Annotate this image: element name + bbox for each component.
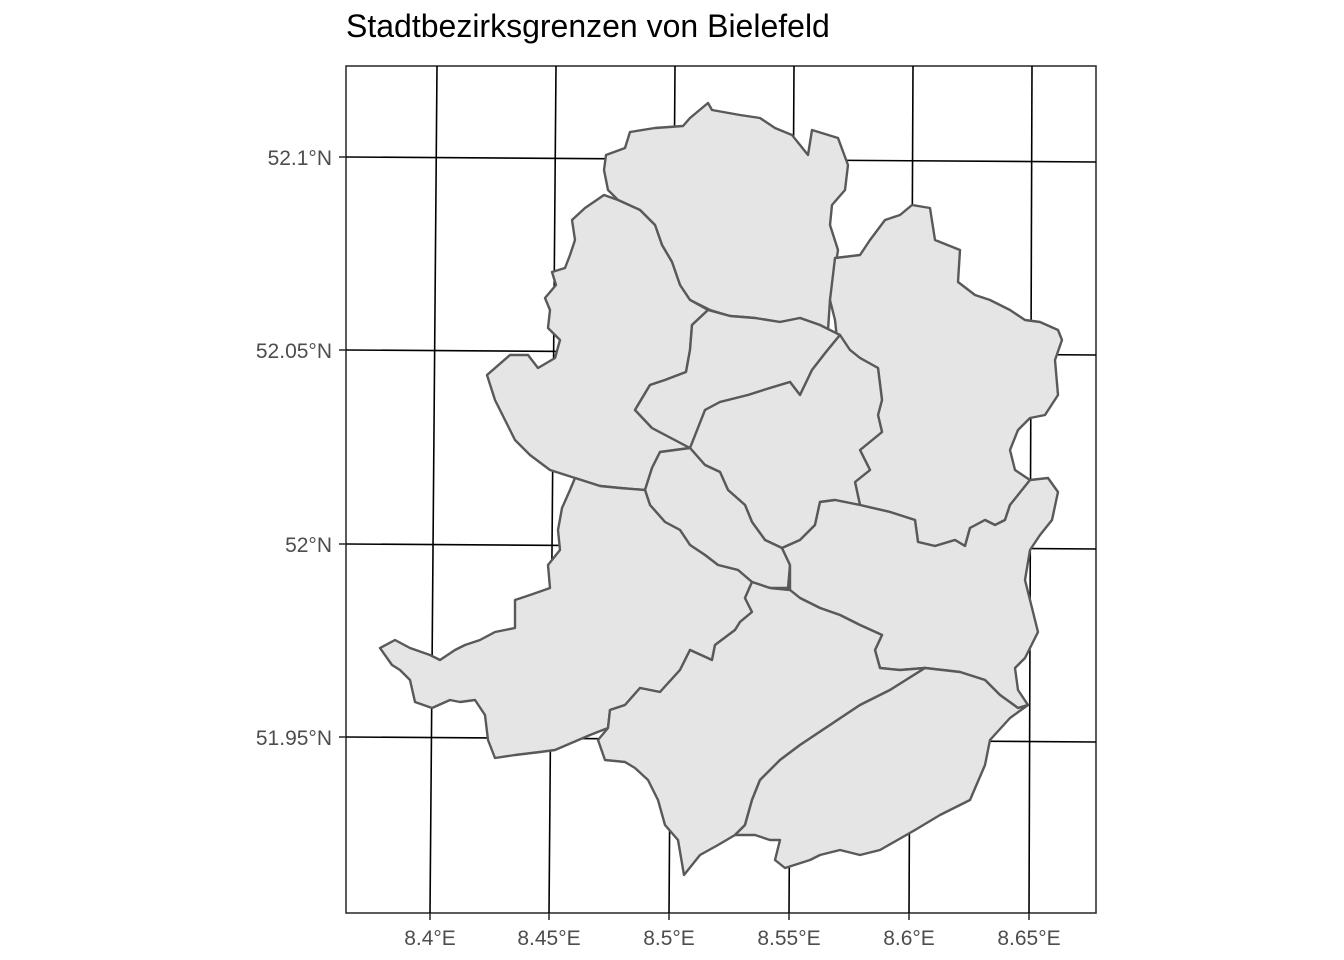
y-tick-label: 51.95°N — [256, 727, 332, 750]
y-tick-label: 52.05°N — [256, 340, 332, 363]
x-tick-label: 8.4°E — [404, 927, 456, 950]
district-west[interactable] — [378, 476, 754, 760]
y-axis: 52.1°N 52.05°N 52°N 51.95°N — [256, 147, 346, 750]
meridian-8-40 — [429, 65, 438, 914]
x-tick-label: 8.6°E — [883, 927, 935, 950]
y-tick-label: 52.1°N — [268, 147, 332, 170]
meridian-8-45 — [548, 65, 557, 914]
x-tick-label: 8.45°E — [517, 927, 580, 950]
x-tick-label: 8.65°E — [997, 927, 1060, 950]
map-title: Stadtbezirksgrenzen von Bielefeld — [346, 8, 830, 44]
districts — [378, 101, 1064, 877]
district-southeast[interactable] — [733, 666, 1030, 870]
x-tick-label: 8.55°E — [757, 927, 820, 950]
x-axis: 8.4°E 8.45°E 8.5°E 8.55°E 8.6°E 8.65°E — [404, 913, 1061, 950]
y-tick-label: 52°N — [285, 534, 332, 557]
x-tick-label: 8.5°E — [643, 927, 695, 950]
district-south[interactable] — [596, 580, 927, 877]
